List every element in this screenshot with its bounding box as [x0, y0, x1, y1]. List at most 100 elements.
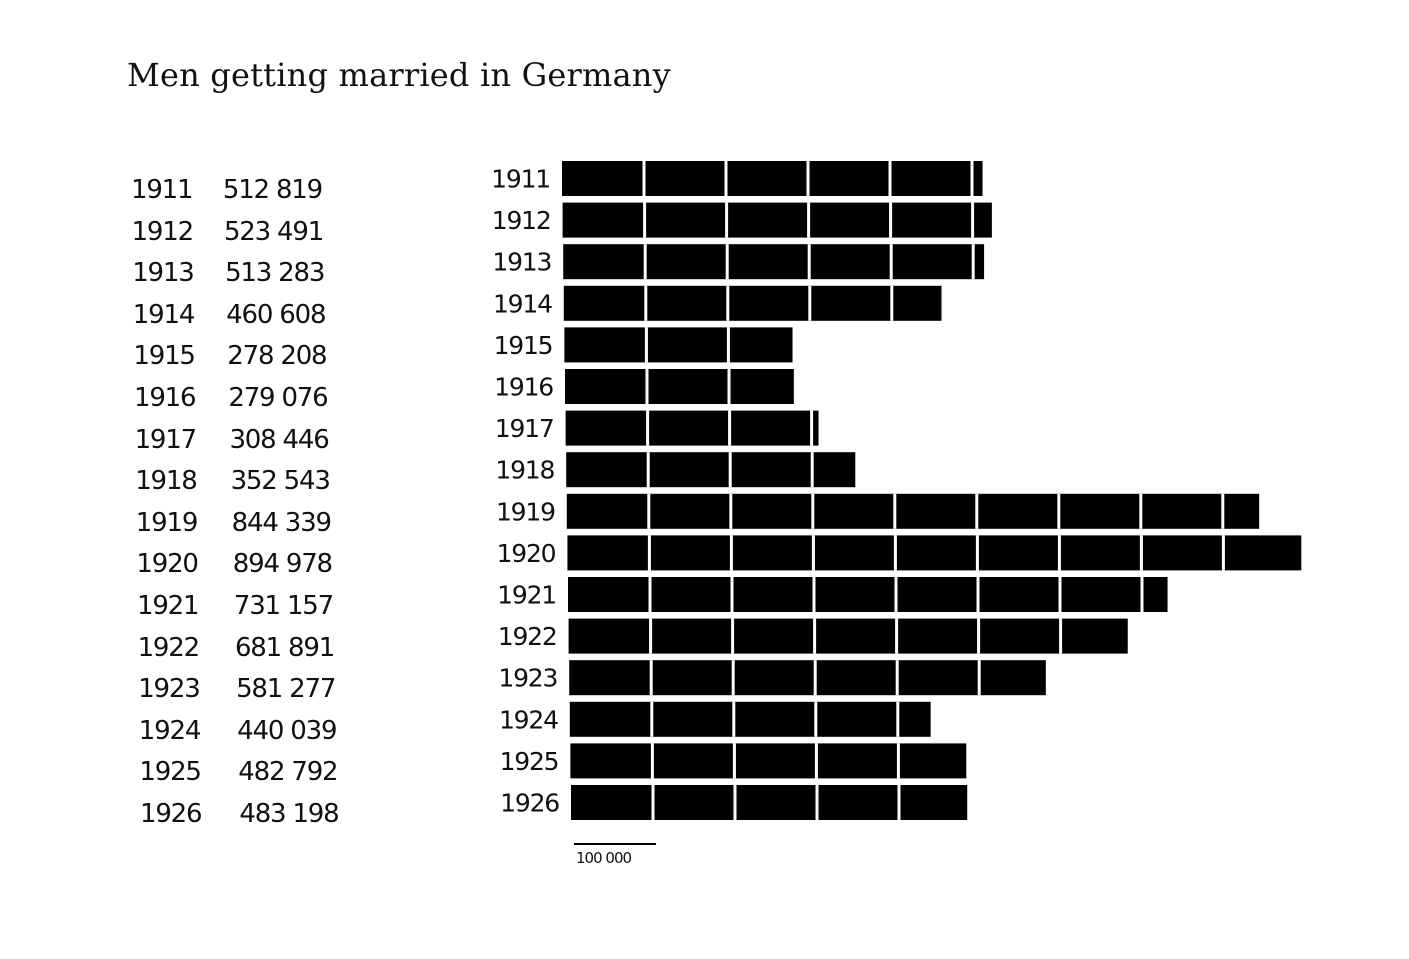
block-divider: [732, 743, 736, 779]
block-divider: [897, 785, 901, 820]
block-divider: [971, 202, 975, 238]
block-divider: [650, 743, 654, 779]
bar-1915: [564, 327, 793, 363]
block-divider: [807, 244, 811, 280]
block-divider: [731, 618, 735, 654]
table-year-1918: 1918: [135, 466, 198, 497]
block-divider: [732, 701, 736, 737]
tick-label-1913: 1913: [492, 248, 551, 277]
table-year-1926: 1926: [140, 799, 203, 829]
bar-fill-1919: [566, 493, 1260, 529]
block-divider: [725, 244, 729, 280]
block-divider: [895, 618, 899, 654]
block-divider: [648, 577, 652, 612]
block-divider: [726, 285, 730, 321]
block-divider: [726, 327, 730, 363]
block-divider: [728, 410, 732, 446]
block-divider: [888, 161, 892, 196]
block-divider: [729, 535, 733, 571]
bar-1920: [567, 535, 1302, 571]
table-value-1919: 844 339: [231, 507, 332, 538]
bar-1925: [570, 743, 967, 779]
block-divider: [894, 577, 898, 612]
bar-1923: [569, 660, 1046, 696]
block-divider: [724, 161, 728, 196]
table-year-1916: 1916: [134, 383, 197, 413]
block-divider: [1139, 493, 1143, 529]
bar-fill-1924: [569, 701, 931, 737]
block-divider: [812, 577, 816, 612]
tick-label-1926: 1926: [500, 789, 559, 818]
bar-1926: [571, 785, 968, 820]
block-divider: [651, 785, 655, 820]
tick-label-1917: 1917: [495, 414, 554, 443]
table-year-1915: 1915: [133, 341, 196, 372]
block-divider: [977, 660, 981, 696]
table-value-1915: 278 208: [227, 341, 327, 372]
block-divider: [813, 618, 817, 654]
table-value-1914: 460 608: [226, 299, 326, 330]
table-year-1919: 1919: [135, 507, 199, 538]
block-divider: [970, 161, 974, 196]
bar-fill-1916: [565, 369, 794, 404]
bar-1916: [565, 369, 794, 404]
block-divider: [645, 369, 649, 404]
tick-label-1915: 1915: [494, 331, 553, 360]
bar-fill-1913: [563, 244, 985, 280]
block-divider: [975, 535, 979, 571]
table-year-1921: 1921: [137, 591, 200, 621]
table-value-1923: 581 277: [236, 674, 336, 705]
table-value-1926: 483 198: [239, 799, 339, 829]
block-divider: [807, 202, 811, 238]
table-year-1914: 1914: [132, 299, 196, 330]
block-divider: [727, 369, 731, 404]
bar-1918: [566, 452, 856, 488]
block-divider: [646, 410, 650, 446]
block-divider: [814, 701, 818, 737]
bar-fill-1914: [563, 285, 942, 321]
tick-label-1924: 1924: [499, 705, 558, 734]
bar-1912: [562, 202, 992, 238]
table-value-1922: 681 891: [234, 632, 335, 663]
table-year-1920: 1920: [136, 549, 199, 580]
block-divider: [644, 327, 648, 363]
block-divider: [893, 535, 897, 571]
table-year-1912: 1912: [131, 216, 195, 247]
bar-fill-1925: [570, 743, 967, 779]
block-divider: [811, 535, 815, 571]
table-value-1916: 279 076: [228, 383, 328, 413]
bar-1924: [569, 701, 931, 737]
bar-1917: [565, 410, 819, 446]
tick-label-1920: 1920: [497, 539, 556, 568]
table-year-1917: 1917: [134, 424, 198, 455]
table-value-1918: 352 543: [230, 466, 331, 497]
block-divider: [643, 244, 647, 280]
table-year-1925: 1925: [139, 757, 202, 788]
bar-fill-1915: [564, 327, 793, 363]
table-year-1911: 1911: [131, 175, 194, 205]
block-divider: [889, 244, 893, 280]
table-value-1921: 731 157: [233, 591, 334, 621]
bar-fill-1926: [571, 785, 968, 820]
table-year-1913: 1913: [132, 258, 195, 289]
block-divider: [810, 452, 814, 488]
block-divider: [733, 785, 737, 820]
block-divider: [647, 535, 651, 571]
bar-fill-1923: [569, 660, 1046, 696]
block-divider: [643, 202, 647, 238]
block-divider: [731, 660, 735, 696]
bar-fill-1920: [567, 535, 1302, 571]
scale-label: 100 000: [576, 849, 631, 867]
block-divider: [810, 410, 814, 446]
table-value-1920: 894 978: [232, 549, 333, 580]
block-divider: [890, 285, 894, 321]
tick-label-1919: 1919: [496, 497, 555, 526]
block-divider: [806, 161, 810, 196]
scale-bar: 100 000: [574, 843, 656, 867]
bar-fill-1911: [562, 161, 983, 196]
table-value-1913: 513 283: [225, 258, 325, 289]
bar-1914: [563, 285, 942, 321]
tick-label-1914: 1914: [493, 289, 552, 318]
block-divider: [730, 577, 734, 612]
